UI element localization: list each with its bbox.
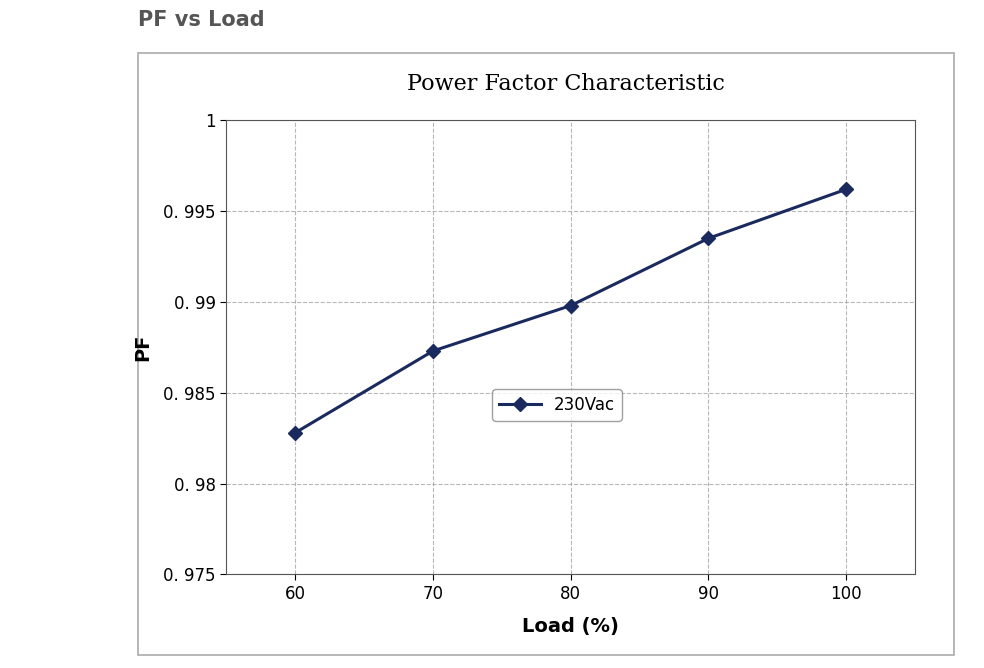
Text: PF vs Load: PF vs Load [138, 10, 265, 30]
230Vac [427, 347, 439, 355]
230Vac [289, 429, 301, 437]
230Vac [703, 234, 714, 242]
X-axis label: Load (%): Load (%) [523, 617, 619, 636]
Line: 230Vac: 230Vac [290, 184, 851, 438]
230Vac [840, 185, 852, 193]
Text: Power Factor Characteristic: Power Factor Characteristic [406, 73, 725, 94]
230Vac [565, 301, 577, 309]
Y-axis label: PF: PF [133, 334, 153, 361]
Legend: 230Vac: 230Vac [492, 389, 622, 421]
